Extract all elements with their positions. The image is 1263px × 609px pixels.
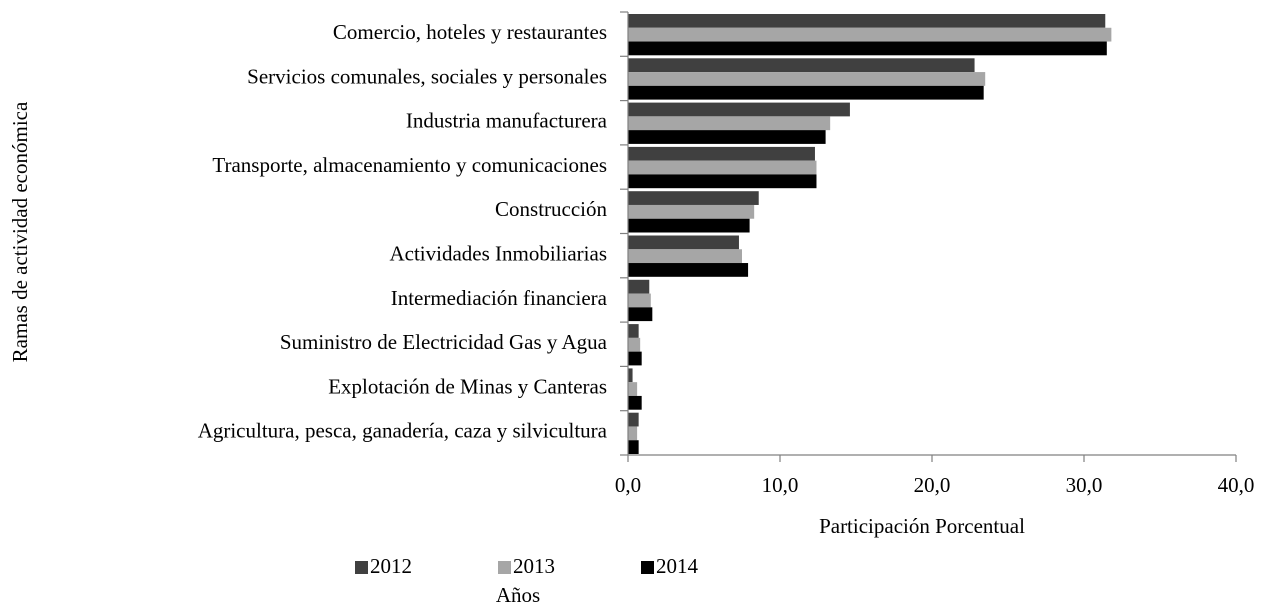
x-axis-title: Participación Porcentual	[819, 514, 1025, 538]
bar	[628, 440, 639, 454]
bar	[628, 235, 739, 250]
y-tick-label: Agricultura, pesca, ganadería, caza y si…	[198, 419, 608, 443]
bar	[628, 293, 651, 308]
x-tick-label: 0,0	[615, 473, 641, 497]
y-tick-label: Industria manufacturera	[406, 109, 608, 133]
bar	[628, 249, 742, 264]
legend-swatch	[641, 561, 654, 574]
y-tick-label: Construcción	[495, 197, 607, 221]
legend-label: 2013	[513, 554, 555, 578]
bar	[628, 218, 750, 233]
y-tick-label: Explotación de Minas y Canteras	[328, 374, 607, 398]
bar	[628, 27, 1112, 42]
legend-label: 2014	[656, 554, 699, 578]
bar	[628, 146, 815, 161]
bar	[628, 426, 638, 441]
x-tick-label: 40,0	[1218, 473, 1255, 497]
bar	[628, 116, 831, 131]
legend-swatch	[498, 561, 511, 574]
bar	[628, 191, 759, 205]
y-tick-label: Actividades Inmobiliarias	[389, 241, 607, 265]
x-tick-label: 20,0	[914, 473, 951, 497]
bar	[628, 412, 639, 427]
bar	[628, 14, 1106, 28]
x-tick-label: 10,0	[762, 473, 799, 497]
legend-label: 2012	[370, 554, 412, 578]
bar	[628, 368, 633, 383]
bar	[628, 41, 1107, 56]
bar	[628, 337, 641, 352]
legend-swatch	[355, 561, 368, 574]
bar	[628, 174, 817, 189]
bar	[628, 263, 749, 277]
x-tick-label: 30,0	[1066, 473, 1103, 497]
y-tick-label: Transporte, almacenamiento y comunicacio…	[212, 153, 607, 177]
bar	[628, 85, 984, 100]
bar	[628, 102, 850, 117]
y-tick-label: Servicios comunales, sociales y personal…	[247, 64, 607, 88]
bar	[628, 279, 650, 294]
y-tick-label: Intermediación financiera	[391, 286, 608, 310]
bar	[628, 307, 653, 322]
bar	[628, 160, 817, 175]
bar	[628, 395, 642, 410]
y-tick-label: Suministro de Electricidad Gas y Agua	[280, 330, 608, 354]
bar	[628, 204, 755, 219]
bar	[628, 382, 638, 396]
bar	[628, 351, 642, 366]
y-axis-title: Ramas de actividad económica	[8, 101, 32, 362]
bar	[628, 130, 826, 144]
bar	[628, 72, 986, 86]
y-tick-label: Comercio, hoteles y restaurantes	[333, 20, 607, 44]
bar	[628, 324, 639, 338]
bar	[628, 58, 975, 73]
legend-title: Años	[496, 583, 540, 607]
